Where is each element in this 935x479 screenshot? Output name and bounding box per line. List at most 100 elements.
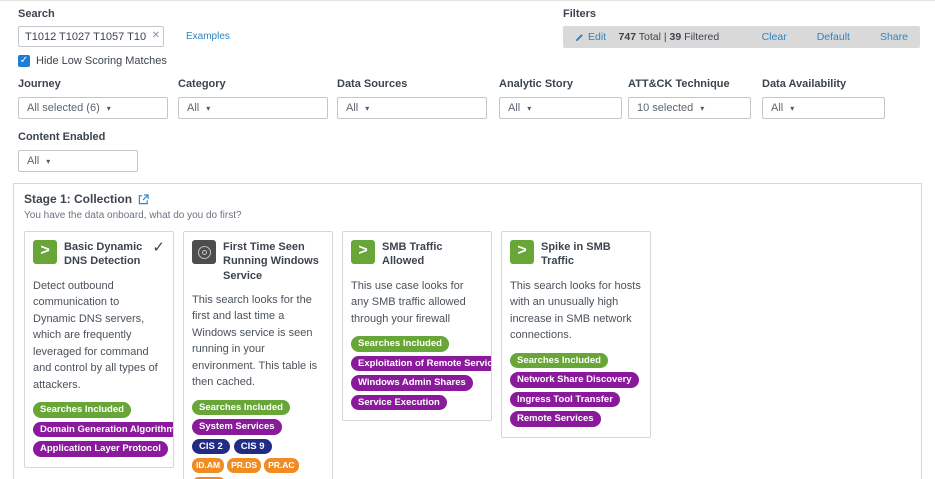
tag-row: CIS 2 CIS 9 [192,437,324,457]
chevron-down-icon: ▾ [365,103,370,113]
tag-system-services: System Services [192,419,282,435]
tag-ingress-tool-transfer: Ingress Tool Transfer [510,391,620,408]
card-title: First Time Seen Running Windows Service [223,241,319,282]
card-description: Detect outbound communication to Dynamic… [33,279,158,391]
tag-row: Ingress Tool Transfer [510,390,642,410]
selected-value: 10 selected [637,102,694,114]
stage-panel-1: Stage 1: Collection You have the data onb… [13,183,922,479]
edit-filters-label: Edit [588,31,607,43]
search-row: ✕ Examples [18,26,563,47]
tag-row: Searches Included [510,351,642,371]
chevron-down-icon: ▾ [790,103,795,113]
stage-title: Stage 1: Collection [24,192,133,206]
filter-select-journey[interactable]: All selected (6) ▾ [18,97,168,119]
chevron-down-icon: ▾ [106,103,111,113]
search-label: Search [18,8,55,20]
selected-value: All selected (6) [27,102,100,114]
content-enabled-select[interactable]: All ▾ [18,150,138,172]
tag-row: Domain Generation Algorithms [33,420,173,440]
filter-label-category: Category [178,78,226,90]
examples-link[interactable]: Examples [186,31,230,42]
chevron-down-icon: ▾ [700,103,705,113]
card-tags: Searches Included Exploitation of Remote … [351,334,491,412]
content-card-basic-dynamic-dns-detection[interactable]: > Basic Dynamic DNS Detection ✓ Detect outb… [24,231,174,468]
stage-subtitle: You have the data onboard, what do you d… [24,210,242,221]
stages-container: Stage 1: Collection You have the data onb… [0,183,935,479]
filter-att-ck-technique: ATT&CK Technique 10 selected ▾ [628,78,762,119]
card-tags: Searches Included Domain Generation Algor… [33,400,173,459]
filters-label: Filters [563,8,597,20]
clear-filters-button[interactable]: Clear [761,31,787,43]
search-input[interactable] [18,26,164,47]
hide-low-scoring-checkbox-row[interactable]: ✓ Hide Low Scoring Matches [18,55,563,67]
tag-searches-included: Searches Included [33,402,131,418]
search-section: Search ✕ Examples ✓ Hide Low Scoring Mat… [18,8,563,67]
tag-row: Network Share Discovery [510,370,642,390]
filter-select-analytic-story[interactable]: All ▾ [499,97,622,119]
splunk-chevron-icon: > [33,240,57,264]
filter-data-availability: Data Availability All ▾ [762,78,892,119]
filters-bar: Edit 747 Total | 39 Filtered Clear Defau… [563,26,920,48]
tag-row: Searches Included [351,334,483,354]
edit-filters-button[interactable]: Edit [575,31,606,43]
filtered-count: 39 [669,31,682,43]
checkbox-checked-icon[interactable]: ✓ [18,55,30,67]
tag-service-execution: Service Execution [351,394,447,411]
badge-ring [197,245,211,259]
selected-value: All [346,102,359,114]
filter-journey: Journey All selected (6) ▾ [18,78,178,119]
tag-searches-included: Searches Included [192,399,290,416]
chevron-down-icon: ▾ [527,103,532,113]
external-link-icon[interactable] [138,193,149,205]
filter-label-journey: Journey [18,78,61,90]
clear-search-icon[interactable]: ✕ [151,30,160,41]
stage-header: Stage 1: Collection [24,192,911,206]
tag-row: System Services [192,417,324,437]
filters-section: Filters Edit 747 Total | 39 Filtered Cle… [563,8,920,67]
content-card-smb-traffic-allowed[interactable]: > SMB Traffic Allowed This use case looks … [342,231,492,422]
tag-searches-included: Searches Included [351,336,449,352]
tag-row: Exploitation of Remote Services [351,354,491,374]
card-description: This search looks for hosts with an unus… [510,279,641,342]
card-header: > SMB Traffic Allowed [351,240,483,269]
filter-select-data-sources[interactable]: All ▾ [337,97,487,119]
card-title: Basic Dynamic DNS Detection [64,241,143,268]
tag-searches-included: Searches Included [510,352,608,369]
tag-exploitation-of-remote-services: Exploitation of Remote Services [351,355,491,372]
content-card-first-time-seen-running-windows-service[interactable]: First Time Seen Running Windows Service T… [183,231,333,479]
total-count: 747 [618,31,637,43]
search-input-wrap: ✕ [18,26,164,47]
tag-pr-ac: PR.AC [264,458,299,473]
filter-select-category[interactable]: All ▾ [178,97,328,119]
tag-application-layer-protocol: Application Layer Protocol [33,441,168,457]
tag-windows-admin-shares: Windows Admin Shares [351,375,473,391]
tag-domain-generation-algorithms: Domain Generation Algorithms [33,421,173,438]
filter-dropdown-row: Journey All selected (6) ▾ Category All ▾ Data… [0,78,935,119]
tag-row: Application Layer Protocol [33,439,168,459]
default-filters-button[interactable]: Default [816,31,850,43]
share-filters-button[interactable]: Share [879,31,908,43]
tag-network-share-discovery: Network Share Discovery [510,372,639,388]
filter-select-data-availability[interactable]: All ▾ [762,97,885,119]
content-card-spike-in-smb-traffic[interactable]: > Spike in SMB Traffic This search looks f… [501,231,651,438]
filter-select-att-ck-technique[interactable]: 10 selected ▾ [628,97,751,119]
content-enabled-filter: Content Enabled All ▾ [0,131,935,172]
card-description: This search looks for the first and last… [192,293,318,389]
chevron-down-icon: ▾ [206,103,211,113]
filter-label-analytic-story: Analytic Story [499,78,573,90]
card-header: > Basic Dynamic DNS Detection ✓ [33,240,165,269]
certificate-badge-icon [192,240,216,264]
card-tags: Searches Included Network Share Discovery… [510,351,642,429]
tag-row: Windows Admin Shares [351,373,483,393]
tag-cis-9: CIS 9 [233,438,272,455]
tag-cis-2: CIS 2 [192,438,230,455]
content-enabled-label: Content Enabled [18,131,106,143]
filter-label-data-availability: Data Availability [762,78,847,90]
filtered-label: Filtered [684,31,720,43]
tag-de-ae: DE.AE [192,476,226,479]
tag-row: Remote Services [510,409,642,429]
splunk-chevron-icon: > [351,240,375,264]
checkmark-icon[interactable]: ✓ [152,239,165,256]
